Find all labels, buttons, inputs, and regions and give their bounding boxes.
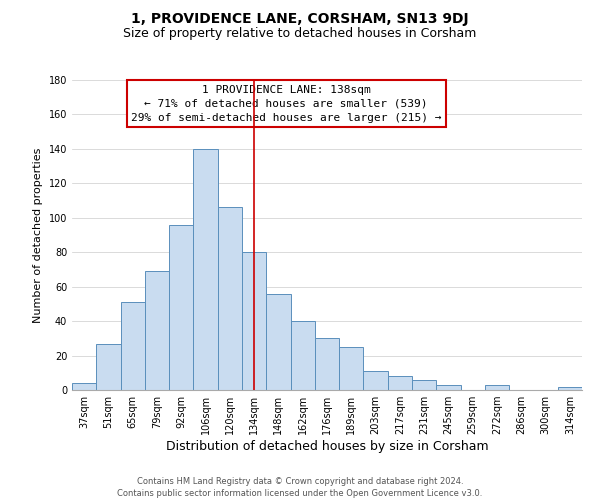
Bar: [121, 302, 145, 390]
Bar: [412, 380, 436, 390]
Bar: [242, 252, 266, 390]
Text: 1, PROVIDENCE LANE, CORSHAM, SN13 9DJ: 1, PROVIDENCE LANE, CORSHAM, SN13 9DJ: [131, 12, 469, 26]
X-axis label: Distribution of detached houses by size in Corsham: Distribution of detached houses by size …: [166, 440, 488, 453]
Text: Size of property relative to detached houses in Corsham: Size of property relative to detached ho…: [124, 28, 476, 40]
Bar: [388, 376, 412, 390]
Bar: [558, 386, 582, 390]
Bar: [485, 385, 509, 390]
Bar: [96, 344, 121, 390]
Bar: [145, 271, 169, 390]
Bar: [290, 321, 315, 390]
Bar: [193, 149, 218, 390]
Bar: [315, 338, 339, 390]
Text: Contains HM Land Registry data © Crown copyright and database right 2024.
Contai: Contains HM Land Registry data © Crown c…: [118, 476, 482, 498]
Bar: [436, 385, 461, 390]
Bar: [364, 371, 388, 390]
Bar: [218, 208, 242, 390]
Y-axis label: Number of detached properties: Number of detached properties: [33, 148, 43, 322]
Bar: [339, 347, 364, 390]
Bar: [72, 383, 96, 390]
Bar: [266, 294, 290, 390]
Text: 1 PROVIDENCE LANE: 138sqm
← 71% of detached houses are smaller (539)
29% of semi: 1 PROVIDENCE LANE: 138sqm ← 71% of detac…: [131, 84, 442, 122]
Bar: [169, 224, 193, 390]
